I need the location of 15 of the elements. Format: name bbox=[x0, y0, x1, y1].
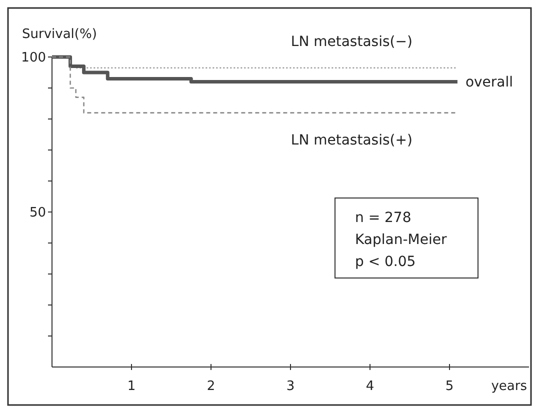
y-tick-label: 100 bbox=[21, 50, 46, 66]
annotation: p < 0.05 bbox=[355, 254, 416, 270]
series-label: overall bbox=[465, 74, 514, 91]
y-axis-title: Survival(%) bbox=[22, 27, 97, 42]
x-tick-label: 2 bbox=[206, 379, 216, 394]
series-label: LN metastasis(+) bbox=[290, 132, 412, 149]
x-tick-label: 4 bbox=[366, 379, 374, 394]
annotation: Kaplan-Meier bbox=[355, 232, 447, 248]
x-axis-title: years bbox=[491, 379, 528, 394]
x-tick-label: 5 bbox=[445, 379, 454, 394]
y-tick-label: 50 bbox=[29, 206, 46, 221]
series-label: LN metastasis(−) bbox=[290, 34, 412, 50]
x-tick-label: 1 bbox=[127, 379, 136, 394]
x-tick-label: 3 bbox=[286, 379, 295, 394]
annotation: n = 278 bbox=[355, 210, 412, 226]
